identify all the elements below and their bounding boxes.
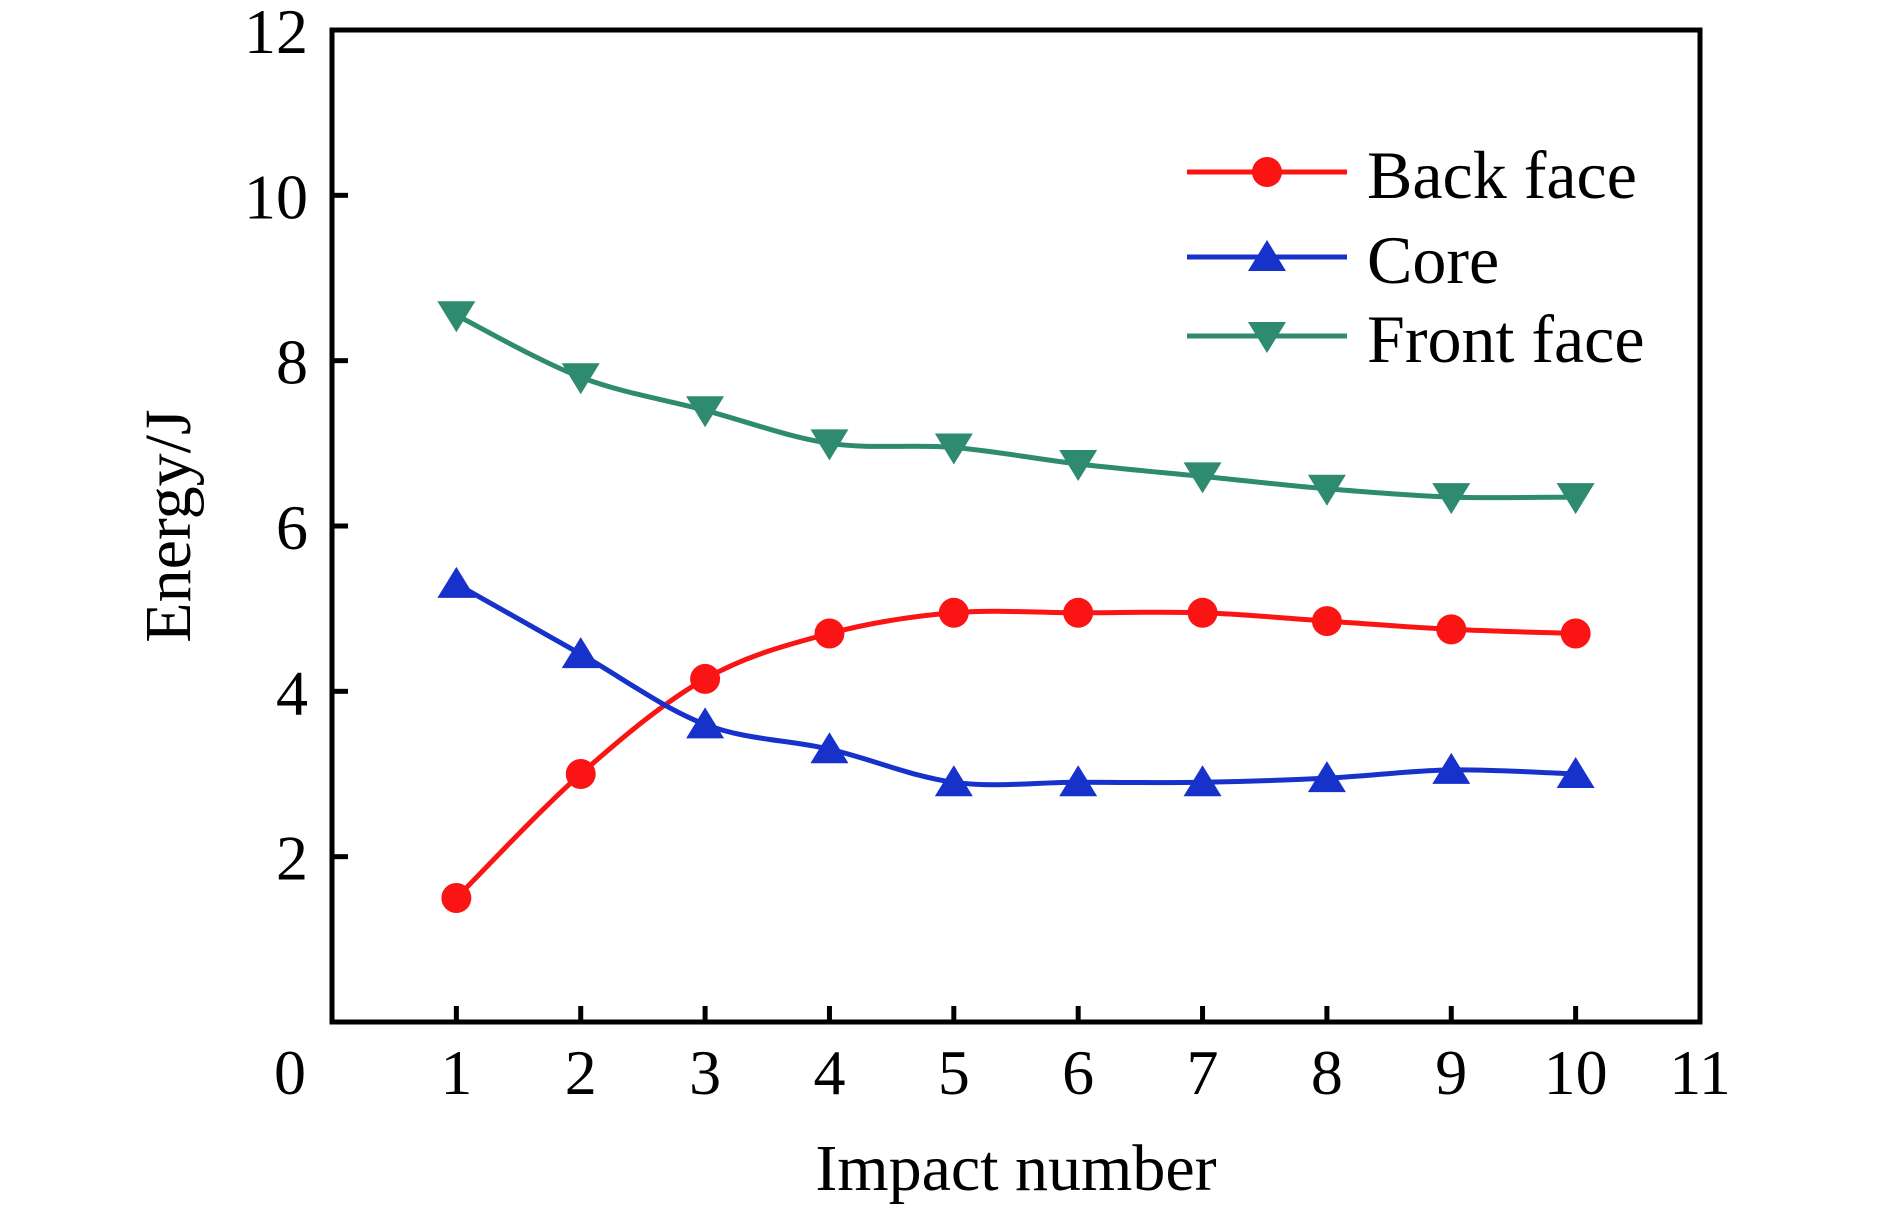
x-tick-label: 0: [274, 1037, 306, 1108]
legend-item-back-face: Back face: [1187, 137, 1637, 213]
legend-item-front-face: Front face: [1187, 301, 1645, 377]
front-face-marker: [686, 396, 725, 428]
legend-label: Core: [1367, 222, 1499, 298]
back-face-marker: [441, 883, 472, 913]
x-tick-label: 7: [1187, 1037, 1219, 1108]
core-marker: [437, 566, 476, 598]
plot-area: [437, 301, 1595, 913]
front-face-marker: [1183, 462, 1222, 494]
front-face-marker: [1059, 450, 1098, 481]
core-marker: [1307, 761, 1346, 793]
front-face-marker: [1307, 474, 1346, 506]
x-tick-label: 2: [565, 1037, 597, 1108]
x-tick-label: 4: [813, 1037, 845, 1108]
y-tick-label: 10: [244, 161, 308, 232]
core-marker: [561, 637, 600, 669]
core-marker: [1432, 752, 1471, 784]
front-face-marker: [561, 363, 600, 395]
series-back-face: [441, 597, 1591, 913]
back-face-line: [453, 608, 1579, 901]
front-face-marker: [1556, 483, 1595, 515]
x-tick-label: 6: [1062, 1037, 1094, 1108]
series-core: [437, 566, 1595, 797]
core-marker: [1183, 765, 1222, 797]
front-face-line: [453, 312, 1579, 501]
front-face-marker: [934, 433, 973, 465]
y-tick-label: 4: [276, 657, 308, 728]
series-front-face: [437, 301, 1595, 515]
y-tick-label: 6: [276, 492, 308, 563]
core-marker: [1059, 765, 1098, 797]
y-axis-title: Energy/J: [132, 409, 205, 642]
legend-label: Front face: [1367, 301, 1645, 377]
back-face-marker: [1436, 614, 1467, 645]
front-face-marker: [1432, 483, 1471, 515]
back-face-marker: [1063, 597, 1094, 628]
x-axis-title: Impact number: [815, 1132, 1216, 1205]
back-face-marker: [565, 759, 596, 789]
x-tick-label: 10: [1544, 1037, 1608, 1108]
front-face-marker: [437, 301, 476, 333]
y-tick-label: 8: [276, 327, 308, 398]
y-tick-label: 12: [244, 0, 308, 67]
core-marker: [686, 707, 725, 739]
x-tick-label: 11: [1669, 1037, 1731, 1108]
y-tick-label: 2: [276, 823, 308, 894]
core-marker: [934, 765, 973, 797]
core-marker: [810, 732, 849, 764]
core-line: [453, 581, 1579, 788]
legend-circle-icon: [1252, 157, 1282, 187]
legend-triangle-down-icon: [1248, 322, 1286, 353]
back-face-marker: [1311, 606, 1342, 637]
core-marker: [1556, 757, 1595, 788]
back-face-marker: [1560, 618, 1591, 649]
back-face-marker: [1187, 597, 1218, 628]
legend-item-core: Core: [1187, 222, 1499, 298]
x-tick-label: 9: [1435, 1037, 1467, 1108]
back-face-marker: [814, 618, 845, 649]
legend-triangle-up-icon: [1248, 240, 1286, 271]
front-face-marker: [810, 429, 849, 461]
legend-label: Back face: [1367, 137, 1637, 213]
x-tick-label: 8: [1311, 1037, 1343, 1108]
x-tick-label: 3: [689, 1037, 721, 1108]
back-face-marker: [690, 663, 721, 694]
x-tick-label: 1: [440, 1037, 472, 1108]
back-face-marker: [938, 597, 969, 628]
x-tick-label: 5: [938, 1037, 970, 1108]
